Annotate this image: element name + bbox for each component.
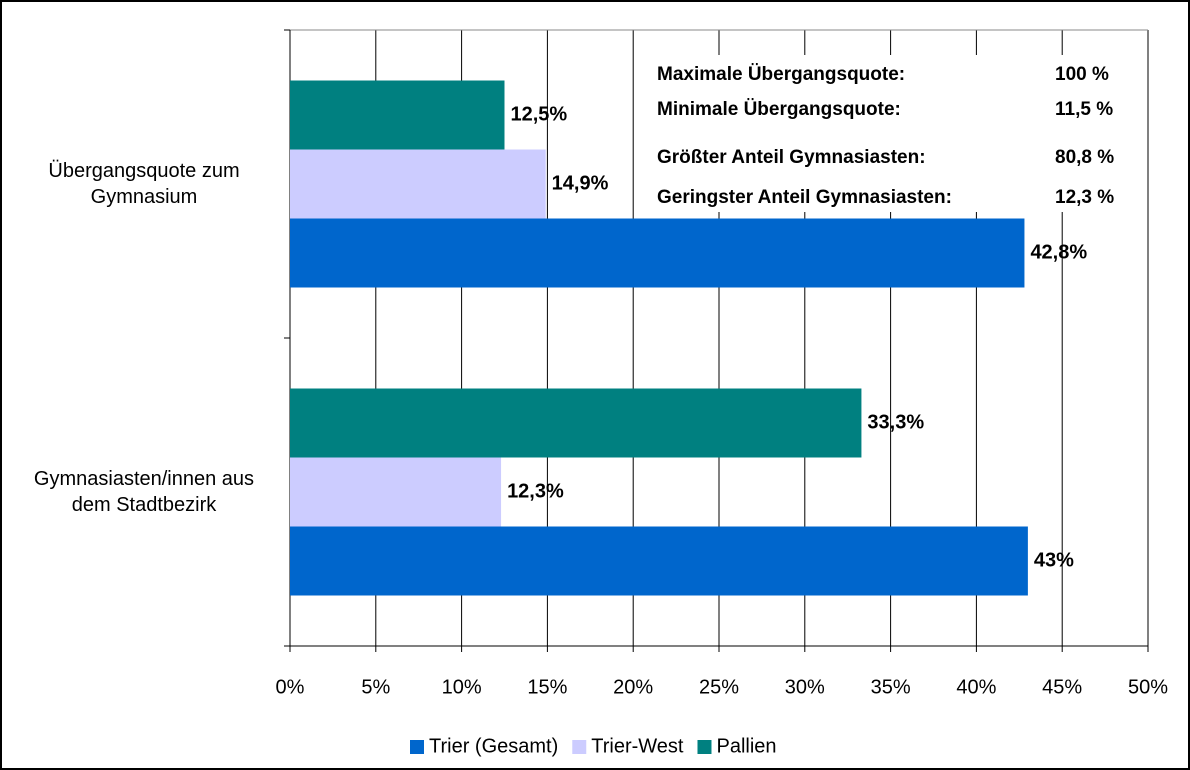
x-tick-label: 15% xyxy=(527,676,567,698)
annotation-label: Geringster Anteil Gymnasiasten: xyxy=(657,187,952,208)
y-tick-label: Gymnasiasten/innen aus dem Stadtbezirk xyxy=(33,468,255,516)
annotation-value: 11,5 % xyxy=(1055,99,1113,120)
value-label: 42,8% xyxy=(1030,241,1087,263)
bar xyxy=(290,457,502,527)
y-tick-label: Übergangsquote zum Gymnasium xyxy=(48,160,240,208)
x-tick-label: 10% xyxy=(442,676,482,698)
annotation-box: Maximale Übergangsquote: 100 % Minimale Üb… xyxy=(640,55,1140,212)
bar xyxy=(290,149,546,219)
bar xyxy=(290,80,505,150)
x-tick-label: 0% xyxy=(276,676,305,698)
x-tick-label: 40% xyxy=(956,676,996,698)
value-label: 12,3% xyxy=(507,480,564,502)
value-label: 14,9% xyxy=(552,172,609,194)
legend-label: Pallien xyxy=(716,735,776,757)
x-tick-label: 5% xyxy=(361,676,390,698)
x-tick-label: 30% xyxy=(785,676,825,698)
annotation-label: Maximale Übergangsquote: xyxy=(657,64,905,85)
legend-label: Trier-West xyxy=(591,735,684,757)
legend-swatch xyxy=(410,740,424,754)
legend-swatch xyxy=(572,740,587,754)
annotation-label: Minimale Übergangsquote: xyxy=(657,99,901,120)
annotation-value: 80,8 % xyxy=(1055,147,1114,168)
x-tick-label: 45% xyxy=(1042,676,1082,698)
x-tick-label: 20% xyxy=(613,676,653,698)
legend-label: Trier (Gesamt) xyxy=(429,735,558,757)
bar xyxy=(290,218,1025,288)
annotation-label: Größter Anteil Gymnasiasten: xyxy=(657,147,926,168)
value-label: 33,3% xyxy=(867,411,924,433)
value-label: 12,5% xyxy=(511,103,568,125)
value-label: 43% xyxy=(1034,549,1074,571)
x-tick-label: 50% xyxy=(1128,676,1168,698)
x-tick-label: 35% xyxy=(871,676,911,698)
bar xyxy=(290,526,1028,596)
x-tick-label: 25% xyxy=(699,676,739,698)
annotation-value: 12,3 % xyxy=(1055,187,1114,208)
legend-swatch xyxy=(697,740,712,754)
annotation-bg xyxy=(640,55,1140,212)
bar xyxy=(290,388,862,458)
annotation-value: 100 % xyxy=(1055,64,1109,85)
